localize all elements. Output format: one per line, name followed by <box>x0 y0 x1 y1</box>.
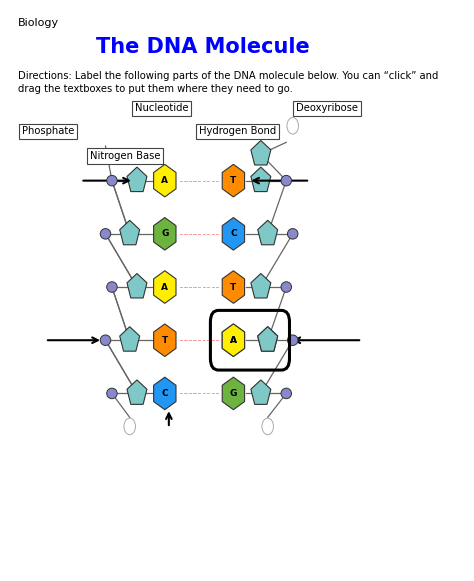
Polygon shape <box>154 324 176 357</box>
Polygon shape <box>222 324 245 357</box>
Polygon shape <box>154 377 176 410</box>
Text: T: T <box>162 336 168 345</box>
Circle shape <box>124 418 136 435</box>
Polygon shape <box>258 220 278 245</box>
Polygon shape <box>222 324 245 357</box>
Polygon shape <box>258 327 278 351</box>
Ellipse shape <box>287 335 298 346</box>
Text: A: A <box>161 176 168 185</box>
Text: Phosphate: Phosphate <box>21 127 74 137</box>
Text: Deoxyribose: Deoxyribose <box>296 103 358 113</box>
Ellipse shape <box>281 388 292 399</box>
Polygon shape <box>127 167 147 192</box>
Circle shape <box>287 117 299 134</box>
Circle shape <box>262 418 273 435</box>
Polygon shape <box>251 141 271 165</box>
Text: C: C <box>162 389 168 398</box>
Ellipse shape <box>100 228 111 239</box>
Polygon shape <box>120 220 140 245</box>
Text: G: G <box>161 229 168 238</box>
Polygon shape <box>222 377 245 410</box>
Polygon shape <box>154 164 176 197</box>
Text: Nucleotide: Nucleotide <box>135 103 188 113</box>
Polygon shape <box>154 271 176 303</box>
Ellipse shape <box>107 282 117 292</box>
Ellipse shape <box>107 388 117 399</box>
Polygon shape <box>127 380 147 404</box>
Polygon shape <box>258 327 278 351</box>
Polygon shape <box>251 380 271 404</box>
Text: Nitrogen Base: Nitrogen Base <box>90 151 161 161</box>
Text: T: T <box>230 282 237 292</box>
Polygon shape <box>222 271 245 303</box>
Polygon shape <box>154 217 176 250</box>
Polygon shape <box>251 274 271 298</box>
Text: Biology: Biology <box>18 17 59 27</box>
Text: Hydrogen Bond: Hydrogen Bond <box>199 127 276 137</box>
Polygon shape <box>120 327 140 351</box>
Text: Directions: Label the following parts of the DNA molecule below. You can “click”: Directions: Label the following parts of… <box>18 71 438 94</box>
Text: A: A <box>230 336 237 345</box>
Ellipse shape <box>100 335 111 346</box>
Text: T: T <box>230 176 237 185</box>
Polygon shape <box>222 164 245 197</box>
Ellipse shape <box>287 228 298 239</box>
Ellipse shape <box>281 282 292 292</box>
Ellipse shape <box>107 175 117 186</box>
Text: A: A <box>161 282 168 292</box>
Ellipse shape <box>281 175 292 186</box>
Text: A: A <box>230 336 237 345</box>
Polygon shape <box>251 167 271 192</box>
Text: C: C <box>230 229 237 238</box>
Polygon shape <box>222 217 245 250</box>
Polygon shape <box>127 274 147 298</box>
Text: The DNA Molecule: The DNA Molecule <box>96 37 310 58</box>
Text: G: G <box>230 389 237 398</box>
